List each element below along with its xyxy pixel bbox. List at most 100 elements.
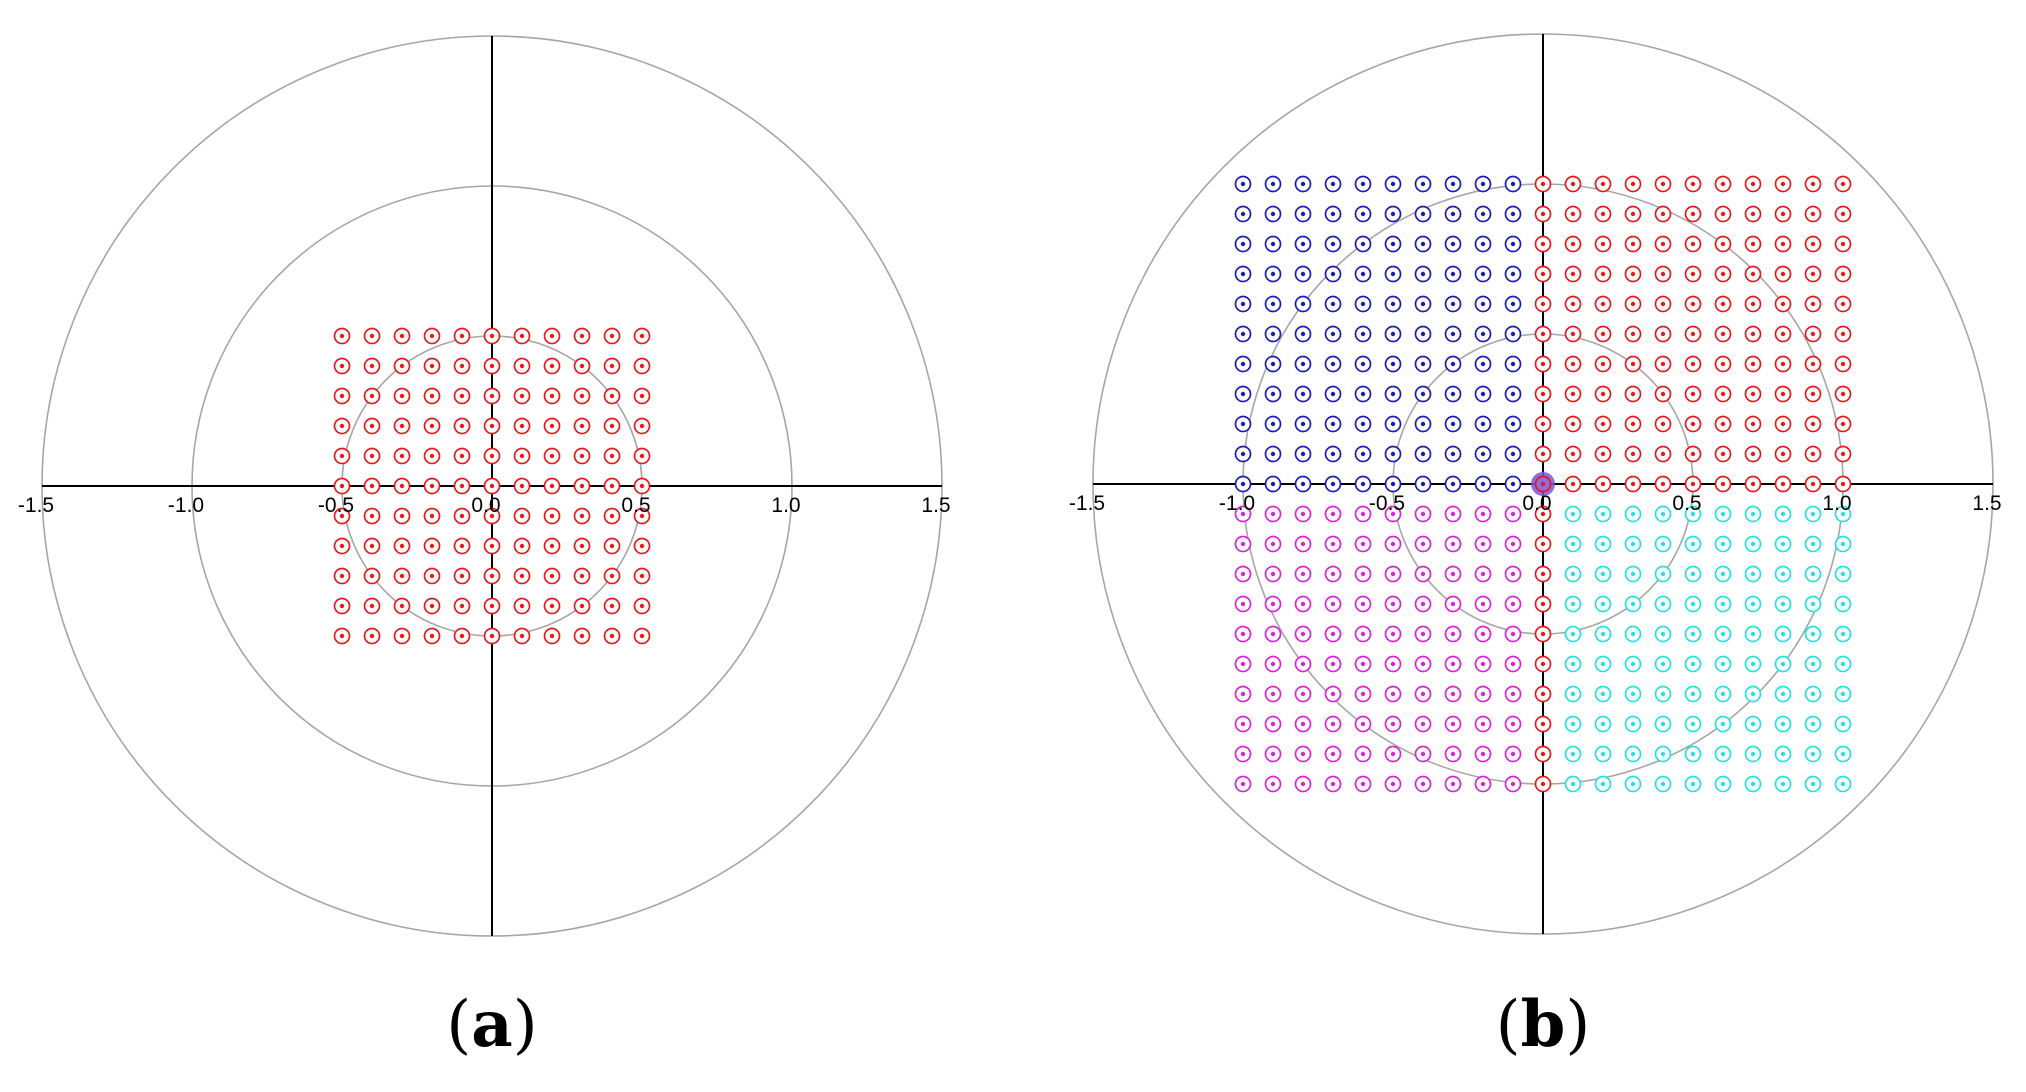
- point-marker-center: [579, 633, 585, 639]
- point-marker-center: [399, 543, 405, 549]
- point-marker-center: [1780, 751, 1786, 757]
- data-point: [1834, 295, 1852, 313]
- point-marker-center: [489, 573, 495, 579]
- data-point: [1744, 205, 1762, 223]
- data-point: [633, 477, 651, 495]
- point-marker-center: [1330, 271, 1336, 277]
- point-marker-center: [1720, 481, 1726, 487]
- point-marker-center: [1660, 781, 1666, 787]
- point-marker-center: [1300, 781, 1306, 787]
- data-point: [1594, 505, 1612, 523]
- point-marker-center: [1570, 511, 1576, 517]
- data-point: [1354, 295, 1372, 313]
- data-point: [1294, 475, 1312, 493]
- data-point: [543, 417, 561, 435]
- point-marker-center: [1390, 661, 1396, 667]
- data-point: [1264, 175, 1282, 193]
- data-point: [363, 417, 381, 435]
- data-point: [1594, 415, 1612, 433]
- data-point: [1804, 415, 1822, 433]
- data-point: [603, 567, 621, 585]
- point-marker-center: [1360, 691, 1366, 697]
- data-point: [1264, 385, 1282, 403]
- point-marker-center: [1600, 331, 1606, 337]
- data-point: [1444, 685, 1462, 703]
- point-marker-center: [1630, 601, 1636, 607]
- x-tick-label: 1.0: [771, 494, 800, 517]
- data-point: [1324, 595, 1342, 613]
- data-point: [1504, 595, 1522, 613]
- point-marker-center: [1420, 571, 1426, 577]
- point-marker-center: [1540, 241, 1546, 247]
- data-point: [483, 417, 501, 435]
- point-marker-center: [1840, 541, 1846, 547]
- point-marker-center: [1450, 751, 1456, 757]
- point-marker-center: [1750, 211, 1756, 217]
- point-marker-center: [1390, 301, 1396, 307]
- data-point: [1384, 265, 1402, 283]
- point-marker-center: [549, 423, 555, 429]
- data-point: [1414, 475, 1432, 493]
- data-point: [1264, 745, 1282, 763]
- highlight-point-ring: [1534, 475, 1552, 493]
- data-point: [1294, 595, 1312, 613]
- data-point: [1354, 355, 1372, 373]
- data-point: [363, 327, 381, 345]
- data-point: [1684, 505, 1702, 523]
- point-marker-center: [1330, 691, 1336, 697]
- data-point: [1654, 775, 1672, 793]
- data-point: [1264, 325, 1282, 343]
- data-point: [363, 357, 381, 375]
- data-point: [1234, 415, 1252, 433]
- point-marker-center: [1840, 721, 1846, 727]
- point-marker-center: [1720, 661, 1726, 667]
- point-marker-center: [1570, 751, 1576, 757]
- data-point: [1684, 595, 1702, 613]
- data-point: [1744, 175, 1762, 193]
- data-point: [1624, 325, 1642, 343]
- point-marker-center: [1480, 211, 1486, 217]
- point-marker-center: [1510, 331, 1516, 337]
- data-point: [513, 357, 531, 375]
- data-point: [1744, 775, 1762, 793]
- data-point: [1444, 295, 1462, 313]
- data-point: [1624, 505, 1642, 523]
- point-marker-center: [1840, 661, 1846, 667]
- data-point: [543, 567, 561, 585]
- data-point: [1654, 175, 1672, 193]
- data-point: [1744, 535, 1762, 553]
- point-marker-center: [1270, 331, 1276, 337]
- x-tick-label: 0.0: [471, 494, 500, 517]
- point-marker-center: [1270, 271, 1276, 277]
- data-point: [1234, 325, 1252, 343]
- point-marker-center: [1630, 781, 1636, 787]
- data-point: [1324, 235, 1342, 253]
- data-point: [1834, 355, 1852, 373]
- point-marker-center: [1780, 391, 1786, 397]
- point-marker-center: [549, 483, 555, 489]
- series-3: [1564, 505, 1852, 793]
- point-marker-center: [1630, 661, 1636, 667]
- point-marker-center: [1810, 211, 1816, 217]
- point-marker-center: [1540, 361, 1546, 367]
- point-marker-center: [339, 633, 345, 639]
- point-marker-center: [1510, 721, 1516, 727]
- point-marker-center: [1780, 331, 1786, 337]
- point-marker-center: [1300, 181, 1306, 187]
- data-point: [1504, 625, 1522, 643]
- data-point: [1354, 265, 1372, 283]
- point-marker-center: [489, 633, 495, 639]
- point-marker-center: [1600, 691, 1606, 697]
- point-marker-center: [1330, 391, 1336, 397]
- point-marker-center: [1510, 421, 1516, 427]
- data-point: [1234, 505, 1252, 523]
- point-marker-center: [609, 483, 615, 489]
- point-marker-center: [1660, 661, 1666, 667]
- point-marker-center: [1330, 481, 1336, 487]
- data-point: [1714, 745, 1732, 763]
- point-marker-center: [1390, 451, 1396, 457]
- data-point: [1534, 595, 1552, 613]
- data-point: [1534, 625, 1552, 643]
- point-marker-center: [1480, 481, 1486, 487]
- point-marker-center: [1540, 781, 1546, 787]
